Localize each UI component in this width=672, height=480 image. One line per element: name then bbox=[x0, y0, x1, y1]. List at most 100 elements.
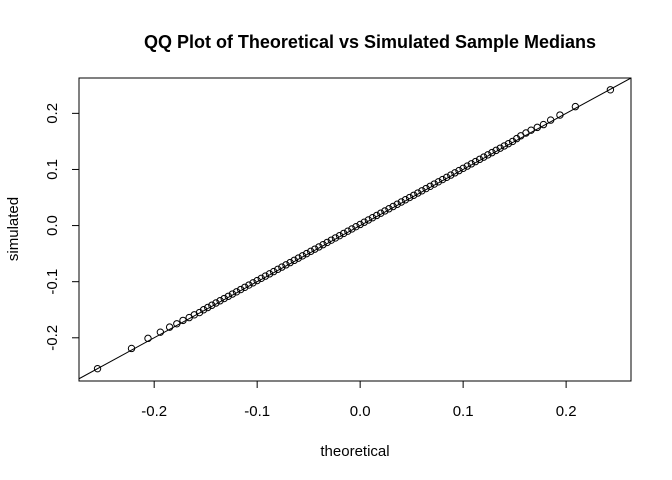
data-point bbox=[418, 187, 426, 195]
data-point bbox=[307, 247, 315, 256]
data-point bbox=[224, 292, 233, 300]
data-point bbox=[286, 258, 294, 267]
y-tick-label: 0.2 bbox=[44, 103, 61, 124]
data-point bbox=[335, 231, 344, 240]
data-point bbox=[381, 207, 389, 215]
reference-line-layer bbox=[79, 78, 631, 380]
data-point bbox=[451, 169, 459, 177]
data-point bbox=[173, 320, 181, 328]
x-tick-label: 0.1 bbox=[453, 403, 474, 420]
data-point bbox=[405, 193, 414, 202]
data-point bbox=[533, 123, 541, 132]
data-point bbox=[179, 316, 187, 325]
data-point bbox=[290, 256, 298, 265]
data-point bbox=[302, 249, 311, 258]
x-tick-label: 0.0 bbox=[350, 403, 371, 420]
data-point bbox=[438, 175, 447, 184]
data-point bbox=[488, 148, 496, 157]
y-axis-title: simulated bbox=[5, 197, 22, 261]
data-point bbox=[527, 126, 535, 134]
data-point bbox=[459, 164, 467, 173]
data-point bbox=[422, 184, 430, 193]
data-point bbox=[331, 234, 340, 242]
data-point bbox=[236, 285, 245, 294]
data-point bbox=[364, 216, 373, 224]
data-point bbox=[492, 146, 500, 155]
data-point bbox=[447, 171, 455, 179]
data-point bbox=[484, 151, 492, 159]
data-point bbox=[253, 276, 261, 285]
reference-line bbox=[79, 78, 631, 380]
data-point bbox=[212, 299, 220, 307]
data-point bbox=[298, 252, 307, 260]
data-point bbox=[323, 238, 331, 247]
data-point bbox=[471, 157, 480, 166]
data-point bbox=[372, 211, 381, 220]
x-axis: -0.2 -0.1 0.0 0.1 0.2 bbox=[141, 380, 577, 420]
data-point bbox=[165, 323, 174, 331]
data-point bbox=[430, 180, 438, 188]
data-point bbox=[504, 139, 513, 148]
data-point bbox=[475, 155, 484, 164]
data-point bbox=[220, 294, 228, 303]
data-point bbox=[199, 306, 208, 314]
data-point bbox=[339, 229, 348, 238]
data-point bbox=[327, 236, 336, 244]
data-point bbox=[315, 243, 323, 251]
data-point bbox=[442, 173, 451, 182]
data-point bbox=[204, 303, 212, 312]
data-point bbox=[426, 182, 434, 190]
y-tick-label: -0.1 bbox=[44, 269, 61, 295]
data-point bbox=[434, 178, 443, 186]
data-point bbox=[232, 288, 241, 296]
data-point bbox=[414, 189, 422, 197]
data-point bbox=[216, 297, 224, 305]
data-point bbox=[393, 200, 401, 208]
data-point bbox=[377, 209, 385, 217]
x-tick-label: 0.2 bbox=[556, 403, 577, 420]
data-point bbox=[360, 218, 368, 226]
data-point bbox=[571, 102, 580, 111]
y-tick-label: 0.1 bbox=[44, 159, 61, 180]
data-point bbox=[356, 220, 364, 229]
data-point bbox=[389, 202, 397, 211]
x-axis-title: theoretical bbox=[320, 443, 389, 460]
data-point bbox=[455, 166, 463, 175]
data-point bbox=[539, 120, 548, 129]
data-point bbox=[467, 160, 476, 168]
data-point bbox=[257, 274, 265, 283]
data-point bbox=[269, 267, 278, 276]
y-axis: -0.2 -0.1 0.0 0.1 0.2 bbox=[44, 103, 80, 351]
x-tick-label: -0.1 bbox=[244, 403, 270, 420]
data-point bbox=[319, 240, 327, 249]
data-point bbox=[606, 86, 615, 94]
data-point bbox=[228, 290, 237, 298]
data-point bbox=[368, 214, 377, 222]
data-point bbox=[282, 261, 290, 269]
data-point bbox=[261, 272, 270, 280]
y-tick-label: 0.0 bbox=[44, 215, 61, 236]
data-point bbox=[241, 283, 249, 291]
data-point bbox=[294, 254, 303, 262]
data-point bbox=[463, 162, 471, 170]
data-point bbox=[348, 225, 356, 233]
data-point bbox=[352, 222, 360, 231]
data-point bbox=[480, 153, 488, 161]
data-point bbox=[274, 265, 282, 274]
data-point bbox=[265, 270, 274, 278]
data-point bbox=[93, 364, 102, 373]
data-point bbox=[385, 205, 393, 213]
data-point bbox=[144, 334, 152, 343]
data-point bbox=[401, 196, 410, 204]
data-point bbox=[208, 301, 216, 309]
data-point bbox=[344, 227, 352, 235]
data-point bbox=[127, 344, 136, 353]
data-point bbox=[156, 328, 165, 336]
chart-title: QQ Plot of Theoretical vs Simulated Samp… bbox=[144, 32, 596, 52]
data-point bbox=[500, 142, 509, 150]
y-tick-label: -0.2 bbox=[44, 325, 61, 351]
data-point bbox=[311, 245, 319, 253]
x-tick-label: -0.2 bbox=[141, 403, 167, 420]
data-point bbox=[245, 281, 253, 289]
